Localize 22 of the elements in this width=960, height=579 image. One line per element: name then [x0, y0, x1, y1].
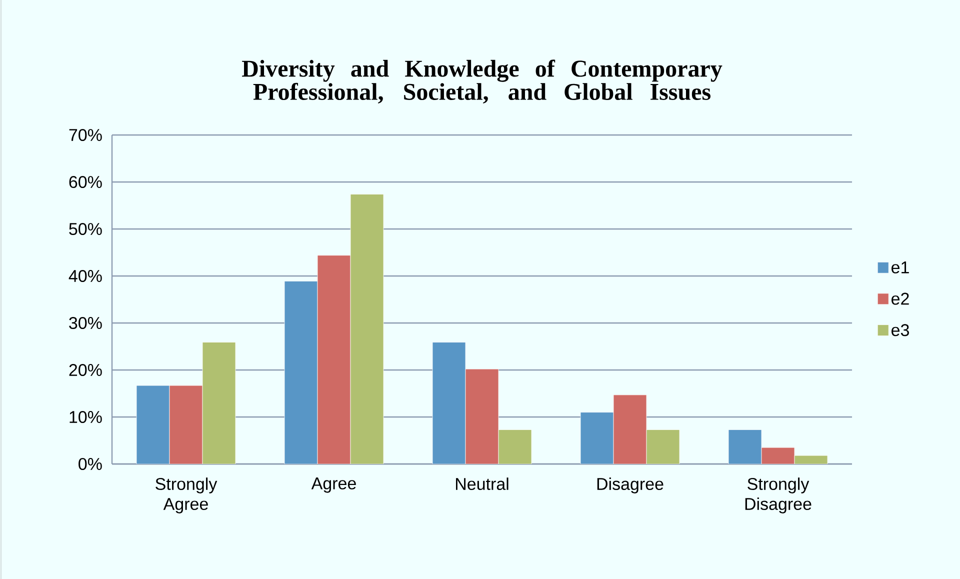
bar [284, 280, 318, 464]
x-tick-label: Strongly Agree [156, 478, 218, 514]
bar [432, 342, 466, 464]
y-tick-label: 0% [78, 458, 102, 470]
chart-title: Diversity and Knowledge of Contemporary Professional, Societal, and Global Issues [242, 60, 722, 104]
y-tick-label: 20% [69, 364, 102, 376]
bar [728, 429, 762, 464]
bar [580, 412, 614, 464]
legend-label: e1 [892, 262, 909, 274]
y-tick-label: 70% [69, 128, 102, 142]
x-tick-label: Strongly Disagree [745, 478, 812, 514]
x-tick-label: Disagree [597, 478, 664, 494]
bar [136, 385, 170, 464]
legend-label: e3 [892, 324, 909, 336]
y-tick-label: 50% [69, 222, 102, 236]
y-tick-label: 30% [69, 316, 102, 330]
x-tick-label: Neutral [456, 478, 508, 490]
y-tick-label: 10% [70, 410, 102, 424]
x-tick-label: Agree [311, 478, 356, 493]
y-tick-label: 60% [69, 176, 102, 188]
y-tick-label: 40% [68, 270, 102, 282]
legend-label: e2 [892, 292, 909, 305]
